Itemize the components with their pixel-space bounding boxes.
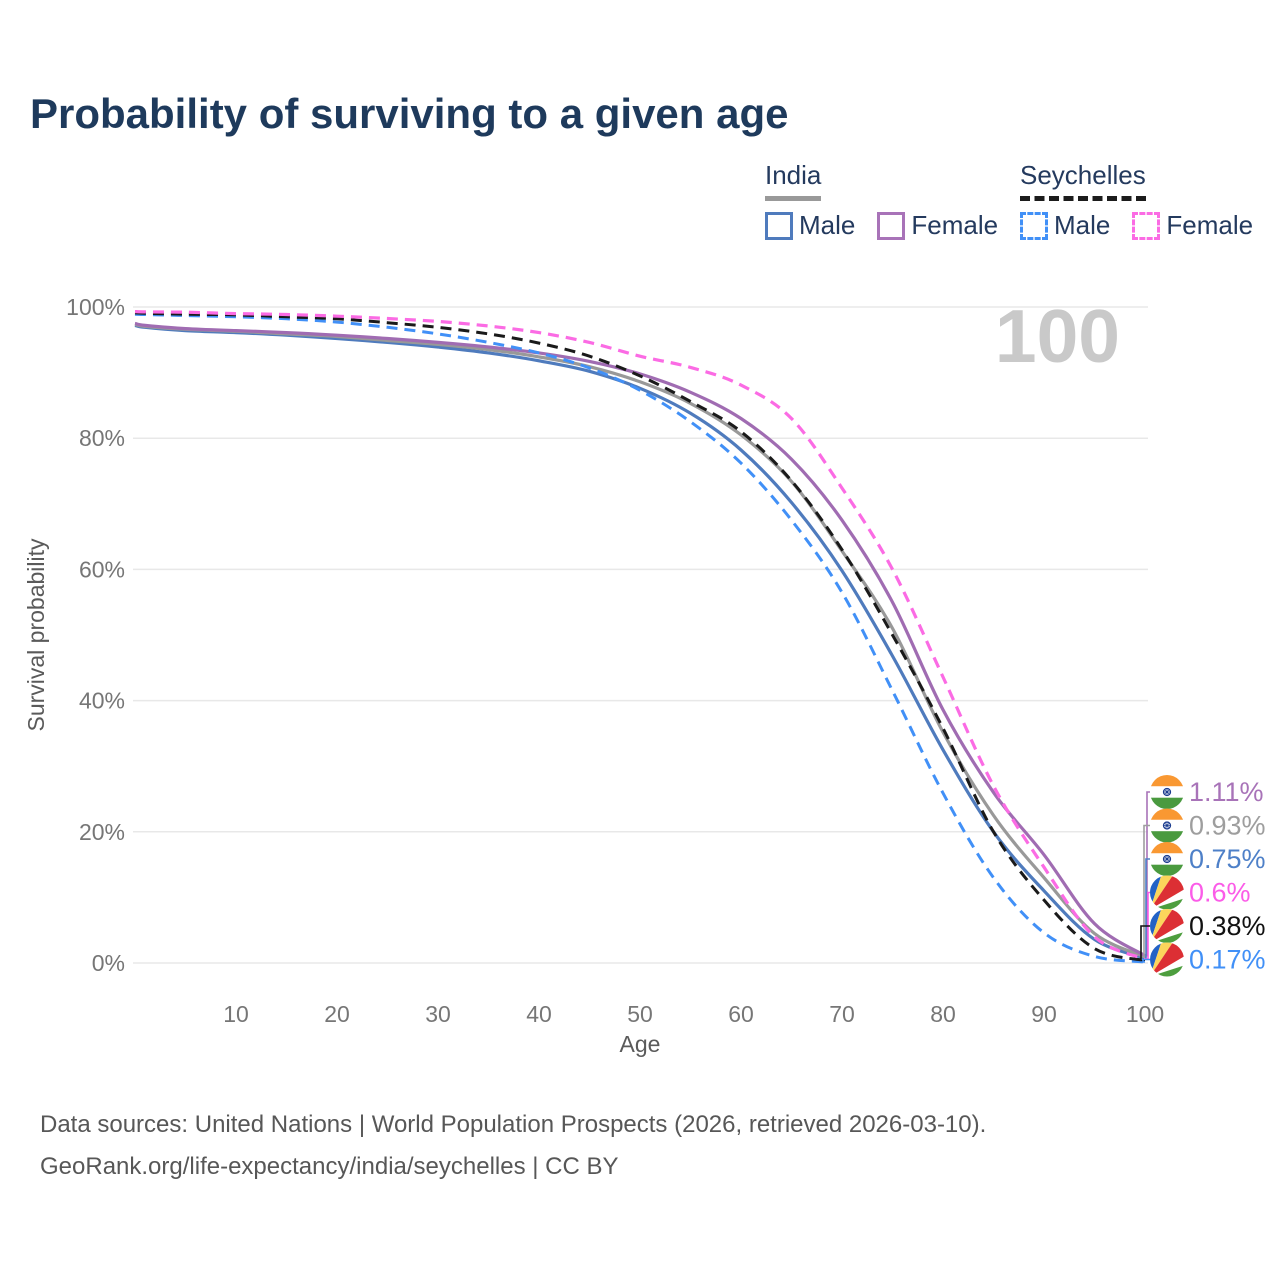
series-line-india-female[interactable]	[134, 321, 1146, 958]
india-flag-icon	[1150, 775, 1184, 809]
india-flag-icon	[1150, 842, 1184, 876]
legend-item-india-female[interactable]: Female	[877, 210, 998, 241]
series-line-india-male[interactable]	[134, 323, 1146, 960]
y-tick-label: 80%	[79, 425, 125, 451]
x-tick-label: 90	[1031, 1001, 1057, 1027]
x-tick-label: 20	[324, 1001, 350, 1027]
label-connector	[1142, 958, 1150, 963]
india-flag-icon	[1150, 809, 1184, 843]
end-value-label: 0.75%	[1189, 844, 1266, 874]
legend-country-seychelles[interactable]: Seychelles	[1020, 160, 1146, 201]
legend-item-seychelles-female[interactable]: Female	[1132, 210, 1253, 241]
axes: 0% 20% 40% 60% 80% 100% 10 20 30 40 50 60 70 80 90 100 A…	[23, 294, 1164, 1057]
label-connector	[1145, 858, 1150, 959]
label-connector	[1143, 824, 1150, 958]
gridlines	[133, 306, 1148, 964]
page-title: Probability of surviving to a given age	[30, 90, 789, 137]
legend-item-label: Female	[1166, 210, 1254, 240]
x-tick-label: 70	[829, 1001, 855, 1027]
y-tick-label: 100%	[66, 294, 125, 320]
seychelles-female-swatch-icon	[1132, 211, 1161, 240]
seychelles-flag-icon	[1150, 909, 1184, 943]
legend-item-label: Male	[799, 210, 856, 240]
series-lines	[134, 309, 1146, 964]
end-value-labels: 1.11% 0.93%0.75% 0.6%0.38% 0.17%	[1140, 775, 1266, 977]
legend-item-label: Female	[911, 210, 999, 240]
series-line-seychelles-female[interactable]	[134, 309, 1146, 961]
india-female-swatch-icon	[877, 211, 906, 240]
hovered-age-watermark: 100	[995, 294, 1120, 378]
footer-data-sources: Data sources: United Nations | World Pop…	[40, 1111, 987, 1138]
x-tick-label: 10	[223, 1001, 249, 1027]
x-tick-label: 40	[526, 1001, 552, 1027]
footer-link[interactable]: GeoRank.org/life-expectancy/india/seyche…	[40, 1153, 619, 1180]
age-watermark: 100	[995, 294, 1120, 378]
footer: Data sources: United Nations | World Pop…	[40, 1104, 986, 1188]
y-axis-title: Survival probability	[23, 538, 49, 732]
india-male-swatch-icon	[765, 211, 793, 240]
legend-item-india-male[interactable]: Male	[765, 210, 855, 241]
x-axis-title: Age	[620, 1031, 661, 1057]
seychelles-male-swatch-icon	[1020, 211, 1048, 240]
y-tick-label: 0%	[92, 950, 125, 976]
x-tick-label: 50	[627, 1001, 653, 1027]
seychelles-flag-icon	[1150, 943, 1184, 977]
x-tick-label: 80	[930, 1001, 956, 1027]
end-value-label: 0.93%	[1189, 811, 1266, 841]
legend-item-label: Male	[1054, 210, 1111, 240]
end-value-label: 1.11%	[1189, 777, 1264, 807]
y-tick-label: 40%	[79, 688, 125, 714]
legend-group-seychelles: Seychelles Male Female	[1020, 160, 1253, 241]
legend-group-india: India Male Female	[765, 160, 998, 241]
legend-item-seychelles-male[interactable]: Male	[1020, 210, 1110, 241]
y-tick-label: 60%	[79, 556, 125, 582]
x-tick-label: 100	[1126, 1001, 1164, 1027]
seychelles-flag-icon	[1150, 876, 1184, 910]
end-value-label: 0.17%	[1189, 945, 1266, 975]
x-tick-label: 60	[728, 1001, 754, 1027]
series-line-india[interactable]	[134, 322, 1146, 959]
end-value-label: 0.6%	[1189, 878, 1251, 908]
series-line-seychelles-male[interactable]	[134, 312, 1146, 964]
y-tick-label: 20%	[79, 819, 125, 845]
series-line-seychelles[interactable]	[134, 311, 1146, 962]
end-value-label: 0.38%	[1189, 911, 1266, 941]
x-tick-label: 30	[425, 1001, 451, 1027]
legend-country-india[interactable]: India	[765, 160, 822, 201]
